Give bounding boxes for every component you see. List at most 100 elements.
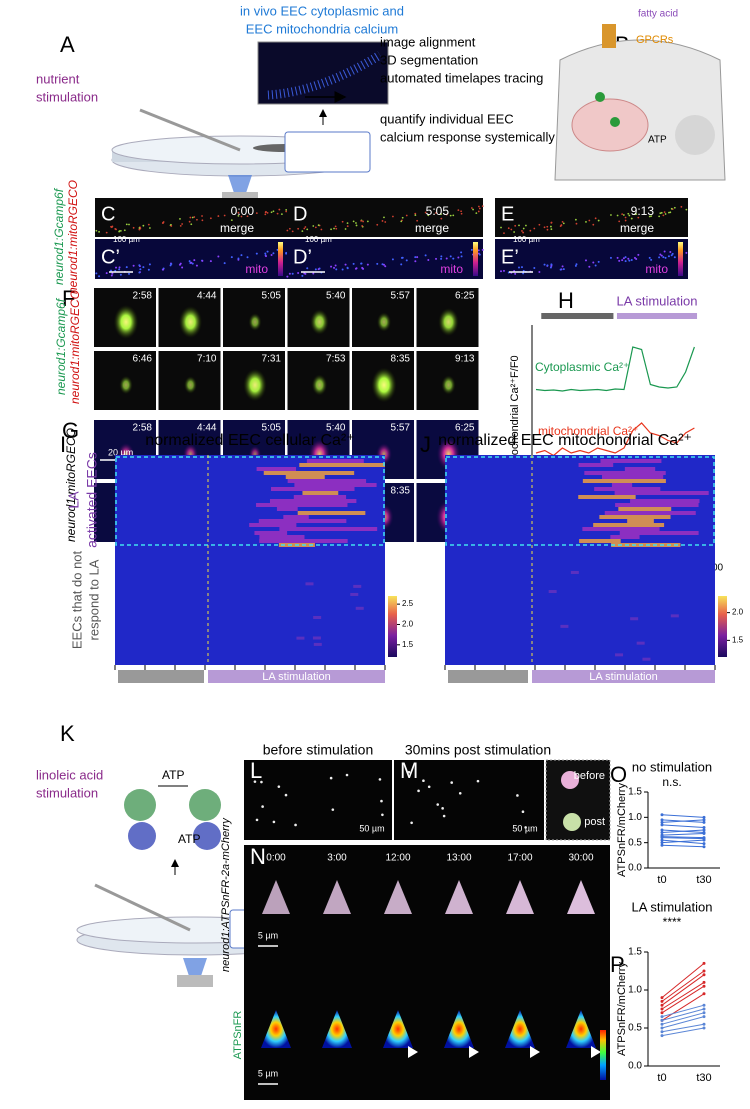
intestine xyxy=(267,51,383,100)
cell-dot xyxy=(507,227,510,230)
heat-spot xyxy=(630,617,639,621)
cell-dot xyxy=(312,225,315,227)
cell-dot xyxy=(132,226,135,229)
stim-label: linoleic acid xyxy=(36,767,103,782)
cell-dot xyxy=(525,224,527,227)
image-merge xyxy=(495,198,688,237)
reporter: neurod1:mitoRGECO xyxy=(68,290,82,404)
cell-dot xyxy=(223,262,226,265)
cell-dot xyxy=(346,267,349,270)
step: 3D segmentation xyxy=(380,52,478,67)
atp-label: ATP xyxy=(648,135,667,146)
cell-dot xyxy=(260,780,263,784)
stim-label: nutrient xyxy=(36,71,80,86)
cell-dot xyxy=(391,258,394,261)
cell-dot xyxy=(125,223,128,226)
cell-dot xyxy=(445,257,448,260)
heat-row xyxy=(263,471,355,475)
x-tick-label: t0 xyxy=(657,1072,666,1084)
cell-dot xyxy=(209,217,212,220)
cell-dot xyxy=(549,266,552,269)
cell-dot xyxy=(416,256,419,259)
cell xyxy=(506,880,534,914)
cell-dot xyxy=(660,211,663,214)
cell-dot xyxy=(138,271,141,274)
heat-row xyxy=(611,543,681,547)
cell-dot xyxy=(559,268,562,271)
stim-label: LA stimulation xyxy=(262,671,330,683)
point xyxy=(660,818,664,822)
time-label: 9:13 xyxy=(455,354,475,365)
cell-dot xyxy=(659,212,662,215)
cell-dot xyxy=(500,270,503,273)
point xyxy=(702,828,706,832)
heat-spot xyxy=(312,636,321,640)
pair-line xyxy=(661,844,705,848)
time-label: 5:05 xyxy=(262,423,282,434)
cell-dot xyxy=(685,251,688,254)
cell-dot xyxy=(301,274,304,277)
pair-line xyxy=(661,981,705,1010)
pair-line xyxy=(661,1012,705,1025)
cell-dot xyxy=(181,223,184,225)
cell-dot xyxy=(624,256,627,259)
heat-row xyxy=(254,531,288,535)
cell-dot xyxy=(297,227,300,230)
heatmaps: LA stimulation 2.5 2.0 1.5 LA stimulation 2.0… xyxy=(114,455,744,683)
cell-dot xyxy=(478,207,481,210)
heat-row xyxy=(611,483,633,487)
cell-dot xyxy=(452,257,455,260)
cell-dot xyxy=(201,219,204,222)
point xyxy=(660,1030,664,1034)
pair-line xyxy=(661,824,705,828)
colorbar-label: 2.0 xyxy=(402,620,414,629)
cell-dot xyxy=(424,211,427,214)
cell-dot xyxy=(669,251,672,254)
cell-dot xyxy=(272,252,275,255)
cell xyxy=(310,309,329,335)
point xyxy=(660,1034,664,1038)
cell-dot xyxy=(546,264,549,267)
cell-dot xyxy=(618,220,621,223)
panel-label: K xyxy=(60,721,75,746)
cell-dot xyxy=(518,224,520,227)
cell-dot xyxy=(588,219,591,222)
pair-line xyxy=(661,836,705,839)
point xyxy=(660,999,664,1003)
cell-dot xyxy=(265,210,267,213)
cell-dot xyxy=(118,266,121,269)
cell-dot xyxy=(110,226,113,229)
cell-dot xyxy=(284,793,288,797)
image xyxy=(244,845,610,1100)
cell-dot xyxy=(352,262,355,265)
point xyxy=(660,1026,664,1030)
cell-dot xyxy=(195,264,198,267)
heat-row xyxy=(627,519,654,523)
cell-dot xyxy=(237,211,240,214)
cell-dot xyxy=(475,212,478,215)
cell-dot xyxy=(341,220,344,223)
cell-dot xyxy=(648,256,651,259)
light xyxy=(183,958,207,976)
pair-line xyxy=(661,985,705,1014)
cell-dot xyxy=(477,210,480,213)
cell-dot xyxy=(452,214,455,217)
colorbar xyxy=(718,596,727,657)
cell-dot xyxy=(550,228,553,231)
cell-dot xyxy=(384,265,387,268)
cell-dot xyxy=(190,223,193,226)
cell xyxy=(113,304,139,340)
heat-spot xyxy=(313,642,322,646)
heat-row xyxy=(297,511,366,515)
cell-dot xyxy=(450,781,454,784)
cell-dot xyxy=(297,272,300,275)
point xyxy=(660,1007,664,1011)
panel-label: I xyxy=(60,432,66,457)
cell-dot xyxy=(422,779,425,782)
panel-label: C’ xyxy=(101,246,120,268)
point xyxy=(660,836,664,840)
cell-dot xyxy=(458,791,462,795)
cell xyxy=(441,375,456,395)
heat-row xyxy=(624,467,656,471)
cell-dot xyxy=(673,256,676,259)
